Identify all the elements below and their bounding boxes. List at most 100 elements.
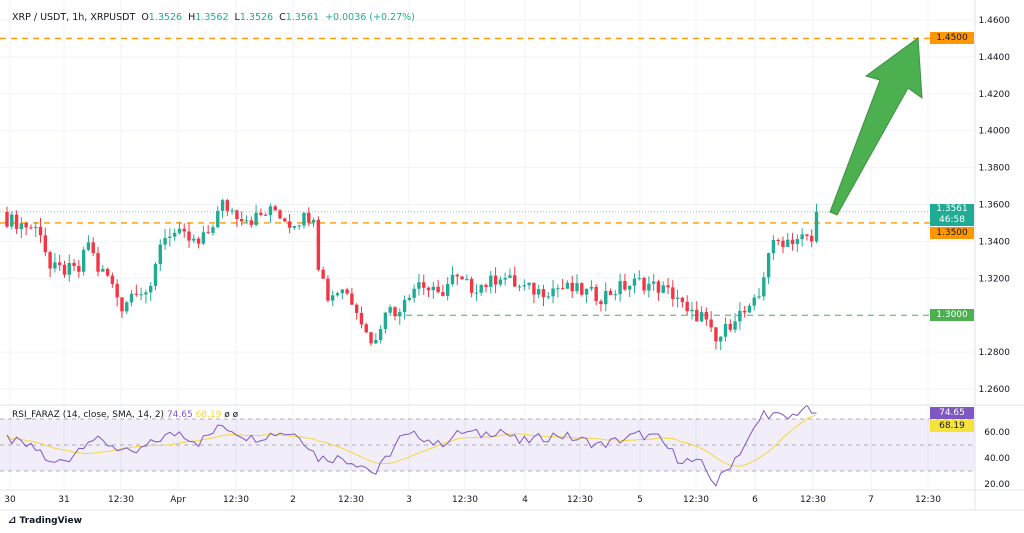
candle-body xyxy=(575,283,579,292)
candle-body xyxy=(704,311,709,320)
candle-body xyxy=(412,288,416,298)
time-tick-label: 12:30 xyxy=(915,495,941,505)
candle-body xyxy=(273,206,277,211)
candle-body xyxy=(680,297,685,302)
candle-body xyxy=(254,212,258,225)
candle-body xyxy=(762,277,766,297)
candle-body xyxy=(283,218,287,222)
tradingview-icon: ⊿ xyxy=(8,515,17,526)
candle-body xyxy=(556,288,560,290)
rsi-extra-2: ø xyxy=(232,410,239,420)
tradingview-logo[interactable]: ⊿ TradingView xyxy=(8,515,82,526)
candle-body xyxy=(220,200,225,211)
candle-body xyxy=(513,275,517,287)
candle-body xyxy=(613,294,618,296)
candle-body xyxy=(263,214,268,216)
candle-body xyxy=(733,321,737,330)
rsi-title[interactable]: RSI_FARAZ (14, close, SMA, 14, 2) xyxy=(12,410,165,420)
candle-body xyxy=(714,327,718,342)
candle-body xyxy=(321,269,325,279)
candle-body xyxy=(48,252,52,269)
price-tick-label: 1.3800 xyxy=(979,164,1011,174)
candle-body xyxy=(196,238,201,244)
candle-body xyxy=(67,262,71,275)
candle-body xyxy=(594,286,598,302)
candle-body xyxy=(149,285,153,293)
candle-body xyxy=(331,295,335,301)
candle-body xyxy=(503,277,507,280)
up-arrow-annotation xyxy=(829,37,923,216)
candle-body xyxy=(541,289,546,297)
candle-body xyxy=(498,279,503,285)
candle-body xyxy=(570,282,574,292)
candle-body xyxy=(201,232,206,244)
candle-body xyxy=(244,220,249,222)
candle-body xyxy=(599,301,603,305)
candle-body xyxy=(551,288,555,297)
candle-body xyxy=(182,228,186,232)
candle-body xyxy=(120,297,124,312)
candle-body xyxy=(139,294,143,296)
candle-body xyxy=(393,307,397,317)
candle-body xyxy=(388,307,392,313)
candle-body xyxy=(479,284,483,293)
candle-body xyxy=(345,289,349,294)
candle-body xyxy=(460,276,464,280)
candle-body xyxy=(532,282,536,295)
candle-body xyxy=(546,296,550,298)
candle-body xyxy=(580,283,584,295)
level-1300-tag: 1.3000 xyxy=(930,309,974,321)
candle-body xyxy=(628,285,632,290)
candle-body xyxy=(316,219,321,270)
candle-body xyxy=(747,305,752,313)
candle-body xyxy=(493,275,498,285)
candle-body xyxy=(441,292,445,296)
candle-body xyxy=(249,220,253,225)
candle-body xyxy=(287,221,292,228)
candle-body xyxy=(125,302,129,312)
rsi-value: 74.65 xyxy=(166,410,193,420)
candle-body xyxy=(766,253,771,278)
time-tick-label: Apr xyxy=(170,495,186,505)
candle-body xyxy=(800,234,804,240)
open-value: 1.3526 xyxy=(148,12,183,23)
price-tick-label: 1.3400 xyxy=(979,237,1011,247)
low-value: 1.3526 xyxy=(239,12,274,23)
candle-body xyxy=(445,284,450,296)
candle-body xyxy=(690,309,694,312)
candle-body xyxy=(158,244,162,264)
candle-body xyxy=(661,285,665,293)
close-label: C xyxy=(279,12,286,23)
candle-body xyxy=(91,242,95,254)
candle-body xyxy=(795,239,800,244)
time-tick-label: 30 xyxy=(4,495,16,505)
candle-body xyxy=(57,262,62,265)
candle-body xyxy=(608,291,613,295)
candle-body xyxy=(374,340,378,344)
candle-body xyxy=(96,253,100,272)
candle-body xyxy=(422,282,426,288)
candle-body xyxy=(417,282,421,289)
candle-body xyxy=(278,210,282,219)
candle-body xyxy=(474,292,479,294)
candle-body xyxy=(326,278,330,301)
candle-body xyxy=(292,225,297,228)
candle-body xyxy=(517,286,522,288)
candle-body xyxy=(378,329,383,341)
high-label: H xyxy=(188,12,196,23)
price-tick-label: 1.2800 xyxy=(979,348,1011,358)
candle-body xyxy=(776,239,780,241)
candle-body xyxy=(723,323,728,337)
candle-body xyxy=(623,281,627,290)
candle-body xyxy=(790,239,795,244)
candle-body xyxy=(354,304,359,313)
price-tick-label: 1.3200 xyxy=(979,274,1011,284)
time-tick-label: 12:30 xyxy=(683,495,709,505)
symbol-title[interactable]: XRP / USDT, 1h, XRPUSDT xyxy=(12,12,136,23)
time-tick-label: 12:30 xyxy=(338,495,364,505)
candle-body xyxy=(469,278,474,293)
price-tick-label: 1.4600 xyxy=(979,16,1011,26)
candle-body xyxy=(163,237,167,245)
time-tick-label: 7 xyxy=(868,495,874,505)
